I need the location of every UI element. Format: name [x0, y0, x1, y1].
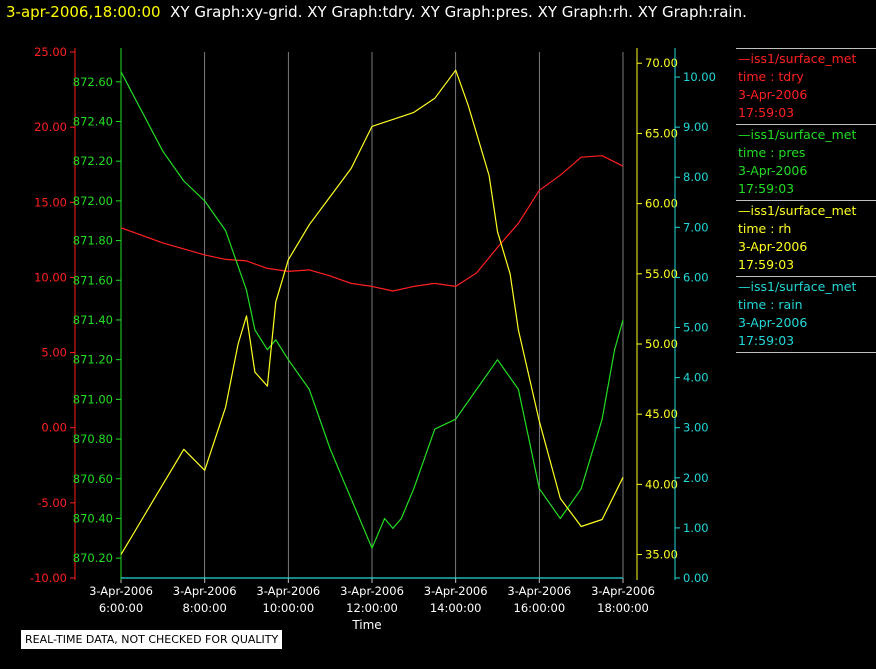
y-tick-label: 45.00 [645, 407, 678, 421]
legend-field: time : pres [738, 145, 806, 160]
legend-entry: —iss1/surface_met time : rain 3-Apr-2006… [736, 276, 876, 353]
legend-field: time : rh [738, 221, 792, 236]
legend-entry: —iss1/surface_met time : pres 3-Apr-2006… [736, 124, 876, 200]
y-tick-label: 3.00 [683, 421, 709, 435]
y-tick-label: 871.40 [73, 313, 113, 327]
legend-field: time : rain [738, 297, 803, 312]
legend-entry: —iss1/surface_met time : rh 3-Apr-2006 1… [736, 200, 876, 276]
series-line-tdry [120, 155, 624, 292]
x-tick-label: 6:00:00 [99, 601, 143, 615]
x-tick-label: 3-Apr-2006 [89, 584, 153, 598]
y-tick-label: 10.00 [683, 70, 716, 84]
y-tick-label: 55.00 [645, 267, 678, 281]
legend: —iss1/surface_met time : tdry 3-Apr-2006… [736, 48, 876, 353]
y-tick-label: 8.00 [683, 170, 709, 184]
y-tick-label: 20.00 [34, 120, 67, 134]
legend-source: —iss1/surface_met [738, 127, 857, 142]
y-tick-label: 9.00 [683, 120, 709, 134]
y-tick-label: 872.20 [73, 154, 113, 168]
legend-date: 3-Apr-2006 [738, 239, 808, 254]
legend-date: 3-Apr-2006 [738, 87, 808, 102]
y-tick-label: 2.00 [683, 471, 709, 485]
legend-source: —iss1/surface_met [738, 279, 857, 294]
y-tick-label: 0.00 [41, 421, 67, 435]
series-line-rh [120, 69, 624, 555]
y-tick-label: 871.20 [73, 353, 113, 367]
legend-date: 3-Apr-2006 [738, 315, 808, 330]
y-tick-label: 35.00 [645, 548, 678, 562]
legend-time: 17:59:03 [738, 181, 795, 196]
x-axis-label: Time [351, 618, 381, 632]
y-tick-label: 872.00 [73, 194, 113, 208]
series-line-pres [120, 71, 624, 549]
y-tick-label: 6.00 [683, 270, 709, 284]
y-tick-label: 4.00 [683, 371, 709, 385]
y-tick-label: 871.80 [73, 234, 113, 248]
y-tick-label: 870.60 [73, 472, 113, 486]
y-tick-label: 871.60 [73, 273, 113, 287]
legend-time: 17:59:03 [738, 257, 795, 272]
header-graphs: XY Graph:xy-grid. XY Graph:tdry. XY Grap… [170, 3, 747, 21]
legend-entry: —iss1/surface_met time : tdry 3-Apr-2006… [736, 48, 876, 124]
y-tick-label: 5.00 [41, 346, 67, 360]
legend-field: time : tdry [738, 69, 804, 84]
y-tick-label: 870.40 [73, 511, 113, 525]
x-tick-label: 10:00:00 [263, 601, 315, 615]
x-tick-label: 3-Apr-2006 [256, 584, 320, 598]
quality-note: REAL-TIME DATA, NOT CHECKED FOR QUALITY [21, 630, 283, 649]
x-tick-label: 8:00:00 [182, 601, 226, 615]
legend-source: —iss1/surface_met [738, 203, 857, 218]
x-tick-label: 18:00:00 [597, 601, 649, 615]
legend-time: 17:59:03 [738, 105, 795, 120]
x-tick-label: 3-Apr-2006 [507, 584, 571, 598]
y-tick-label: 0.00 [683, 571, 709, 585]
y-tick-label: 65.00 [645, 126, 678, 140]
header-timestamp: 3-apr-2006,18:00:00 [6, 3, 161, 21]
x-tick-label: 16:00:00 [514, 601, 566, 615]
y-tick-label: 15.00 [34, 195, 67, 209]
y-tick-label: 870.80 [73, 432, 113, 446]
y-tick-label: 60.00 [645, 197, 678, 211]
y-tick-label: 70.00 [645, 56, 678, 70]
y-tick-label: -5.00 [37, 496, 67, 510]
legend-date: 3-Apr-2006 [738, 163, 808, 178]
header: 3-apr-2006,18:00:00 XY Graph:xy-grid. XY… [6, 3, 747, 21]
y-tick-label: 25.00 [34, 45, 67, 59]
y-tick-label: 10.00 [34, 270, 67, 284]
x-tick-label: 3-Apr-2006 [340, 584, 404, 598]
y-tick-label: 871.00 [73, 392, 113, 406]
x-tick-label: 14:00:00 [430, 601, 482, 615]
y-tick-label: -10.00 [30, 571, 67, 585]
y-tick-label: 872.60 [73, 75, 113, 89]
y-tick-label: 872.40 [73, 114, 113, 128]
x-tick-label: 3-Apr-2006 [424, 584, 488, 598]
y-tick-label: 50.00 [645, 337, 678, 351]
y-tick-label: 7.00 [683, 220, 709, 234]
x-tick-label: 3-Apr-2006 [591, 584, 655, 598]
x-tick-label: 3-Apr-2006 [173, 584, 237, 598]
y-tick-label: 1.00 [683, 521, 709, 535]
legend-time: 17:59:03 [738, 333, 795, 348]
y-tick-label: 40.00 [645, 477, 678, 491]
x-tick-label: 12:00:00 [346, 601, 398, 615]
y-tick-label: 5.00 [683, 321, 709, 335]
y-tick-label: 870.20 [73, 551, 113, 565]
legend-source: —iss1/surface_met [738, 51, 857, 66]
